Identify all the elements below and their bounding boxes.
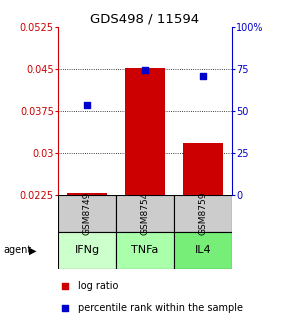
Text: agent: agent [3, 245, 31, 255]
Bar [183, 143, 223, 195]
Text: IL4: IL4 [195, 245, 211, 255]
Bar [67, 193, 107, 195]
Bar [174, 195, 232, 232]
Bar [58, 195, 116, 232]
Bar [174, 232, 232, 269]
Text: ▶: ▶ [29, 245, 37, 255]
Text: GSM8754: GSM8754 [140, 192, 150, 235]
Point [143, 67, 147, 73]
Text: GSM8749: GSM8749 [82, 192, 92, 235]
Text: percentile rank within the sample: percentile rank within the sample [78, 303, 242, 313]
Point [85, 102, 89, 108]
Point [201, 74, 205, 79]
Bar [116, 195, 174, 232]
Text: GSM8759: GSM8759 [198, 192, 208, 235]
Title: GDS498 / 11594: GDS498 / 11594 [90, 13, 200, 26]
Text: IFNg: IFNg [75, 245, 99, 255]
Bar [58, 232, 116, 269]
Bar [116, 232, 174, 269]
Point [62, 306, 67, 311]
Text: TNFa: TNFa [131, 245, 159, 255]
Text: log ratio: log ratio [78, 282, 118, 291]
Bar [125, 68, 165, 195]
Point [62, 284, 67, 289]
